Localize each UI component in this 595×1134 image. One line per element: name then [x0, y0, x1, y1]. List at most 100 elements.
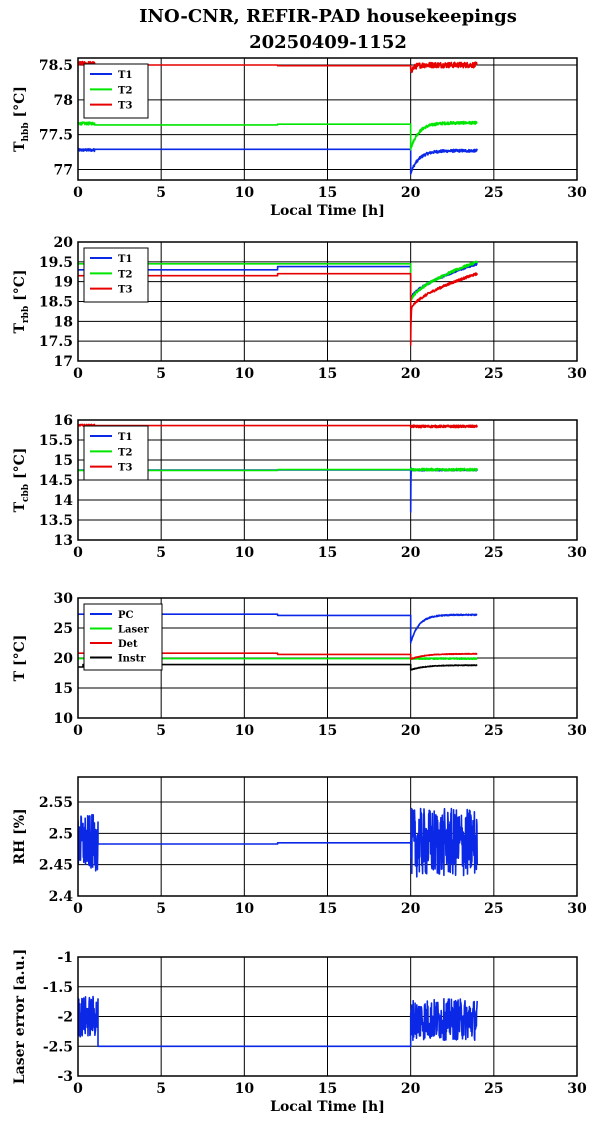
- x-tick-label: 30: [567, 723, 587, 739]
- legend-box: [83, 63, 149, 119]
- chart-panel-3: 0 5 10 15 20 25 30 13 13.5 14 14.5 15 15.5 16 Tcbb [°C…: [12, 413, 587, 561]
- x-tick-label: 0: [73, 1081, 83, 1097]
- x-tick-label: 15: [318, 366, 337, 382]
- x-tick-label: 25: [484, 185, 503, 201]
- y-tick-label: 20: [54, 235, 74, 251]
- x-tick-label: 25: [484, 1081, 503, 1097]
- plot-frame: [77, 776, 578, 897]
- y-axis-label: T [°C]: [12, 635, 28, 682]
- legend-label: T3: [118, 463, 132, 474]
- y-tick-label: 77.5: [39, 128, 73, 144]
- figure-title-line1: INO-CNR, REFIR-PAD housekeepings: [139, 6, 517, 27]
- x-tick-label: 30: [567, 185, 587, 201]
- x-tick-label: 10: [235, 366, 255, 382]
- y-tick-label: 18.5: [39, 295, 73, 311]
- y-tick-label: 2.45: [39, 858, 73, 874]
- y-tick-label: 15: [54, 453, 73, 469]
- series-line-t1: [78, 147, 478, 175]
- y-tick-label: 10: [54, 711, 74, 727]
- legend: T1 T2 T3: [83, 425, 149, 481]
- x-tick-label: 0: [73, 723, 83, 739]
- y-tick-label: 19: [54, 275, 73, 291]
- x-tick-label: 15: [318, 901, 337, 917]
- series-line-data: [78, 807, 478, 878]
- x-axis-label: Local Time [h]: [270, 203, 385, 219]
- x-tick-label: 25: [484, 545, 503, 561]
- plot-frame: [77, 956, 578, 1077]
- x-tick-label: 20: [401, 901, 421, 917]
- y-tick-label: 17: [54, 354, 73, 370]
- legend-label: T3: [118, 101, 132, 112]
- x-tick-label: 20: [401, 366, 421, 382]
- y-tick-label: 78.5: [39, 58, 73, 74]
- y-tick-label: 18: [54, 314, 73, 330]
- y-tick-label: 15: [54, 681, 73, 697]
- series-line-data: [78, 995, 478, 1048]
- legend: T1 T2 T3: [83, 247, 149, 303]
- x-tick-label: 10: [235, 901, 255, 917]
- plot-frame: [77, 241, 578, 362]
- legend: PC Laser Det Instr: [83, 603, 163, 671]
- x-tick-label: 20: [401, 545, 421, 561]
- y-tick-label: 17.5: [39, 334, 73, 350]
- x-tick-label: 5: [156, 723, 166, 739]
- x-tick-label: 30: [567, 901, 587, 917]
- chart-panels: 0 5 10 15 20 25 30 77 77.5 78 78.5 Local Time [h] Th…: [12, 57, 587, 1115]
- x-tick-label: 25: [484, 901, 503, 917]
- y-tick-label: -3: [57, 1069, 73, 1085]
- legend-label: T1: [118, 70, 132, 81]
- legend-label: PC: [118, 610, 134, 621]
- x-tick-label: 0: [73, 366, 83, 382]
- chart-panel-6: 0 5 10 15 20 25 30 -3 -2.5 -2 -1.5 -1 Local Time [h]…: [12, 949, 587, 1115]
- x-axis-label: Local Time [h]: [270, 1099, 385, 1115]
- y-tick-label: -2: [57, 1010, 73, 1026]
- y-tick-label: 19.5: [39, 255, 73, 271]
- y-tick-label: 25: [54, 621, 73, 637]
- legend-label: T2: [118, 269, 132, 280]
- x-tick-label: 5: [156, 1081, 166, 1097]
- y-tick-label: 78: [54, 93, 73, 109]
- x-tick-label: 5: [156, 901, 166, 917]
- legend-label: T2: [118, 447, 132, 458]
- x-tick-label: 25: [484, 366, 503, 382]
- y-axis-label: RH [%]: [12, 808, 28, 864]
- legend-box: [83, 247, 149, 303]
- x-tick-label: 15: [318, 1081, 337, 1097]
- figure-title-line2: 20250409-1152: [249, 32, 407, 53]
- y-tick-label: -1.5: [43, 980, 73, 996]
- x-tick-label: 20: [401, 723, 421, 739]
- x-tick-label: 30: [567, 366, 587, 382]
- y-tick-label: 15.5: [39, 433, 73, 449]
- x-tick-label: 10: [235, 545, 255, 561]
- x-tick-label: 5: [156, 545, 166, 561]
- y-tick-label: 13.5: [39, 513, 73, 529]
- chart-panel-4: 0 5 10 15 20 25 30 10 15 20 25 30 T [°C] PC Laser Det In…: [12, 591, 587, 739]
- x-tick-label: 25: [484, 723, 503, 739]
- y-axis-label: Thbb [°C]: [12, 86, 31, 152]
- plot-frame: [77, 419, 578, 541]
- x-tick-label: 0: [73, 185, 83, 201]
- plot-frame: [77, 57, 578, 181]
- y-tick-label: 20: [54, 651, 74, 667]
- chart-panel-2: 0 5 10 15 20 25 30 17 17.5 18 18.5 19 19.5 20 Trbb [°C…: [12, 235, 587, 382]
- x-tick-label: 5: [156, 185, 166, 201]
- y-tick-label: 2.4: [49, 889, 74, 905]
- legend-label: T2: [118, 85, 132, 96]
- x-tick-label: 30: [567, 545, 587, 561]
- y-axis-label: Tcbb [°C]: [12, 448, 31, 513]
- x-tick-label: 30: [567, 1081, 587, 1097]
- legend-label: Det: [118, 639, 138, 650]
- x-tick-label: 20: [401, 1081, 421, 1097]
- legend: T1 T2 T3: [83, 63, 149, 119]
- y-tick-label: 16: [54, 413, 73, 429]
- y-axis-label: Trbb [°C]: [12, 269, 31, 333]
- x-tick-label: 15: [318, 723, 337, 739]
- x-tick-label: 5: [156, 366, 166, 382]
- legend-label: T3: [118, 285, 132, 296]
- legend-label: T1: [118, 432, 132, 443]
- plot-frame: [77, 597, 578, 719]
- legend-label: Instr: [118, 654, 146, 665]
- y-axis-label: Laser error [a.u.]: [12, 949, 28, 1084]
- x-tick-label: 20: [401, 185, 421, 201]
